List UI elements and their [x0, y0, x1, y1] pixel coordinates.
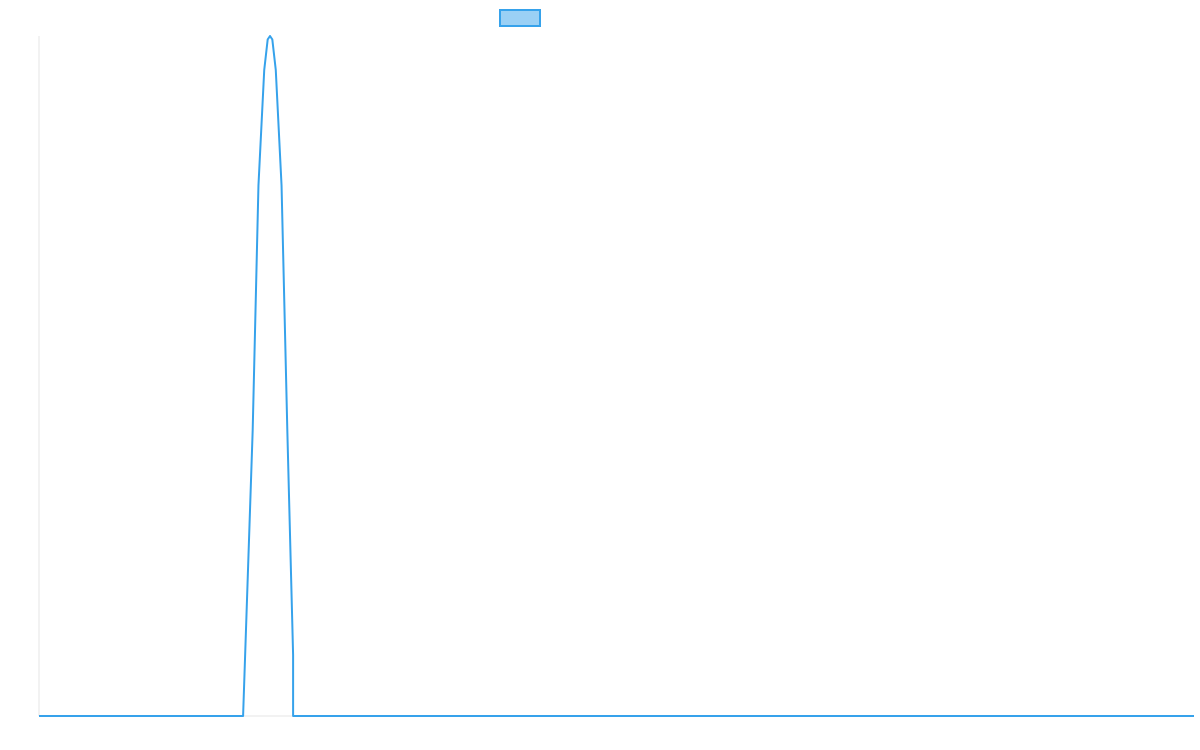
axes	[38, 36, 1194, 717]
series-layer	[39, 35, 1194, 717]
legend[interactable]	[499, 9, 541, 27]
series-line-0	[39, 35, 1194, 717]
legend-swatch-0[interactable]	[499, 9, 541, 27]
